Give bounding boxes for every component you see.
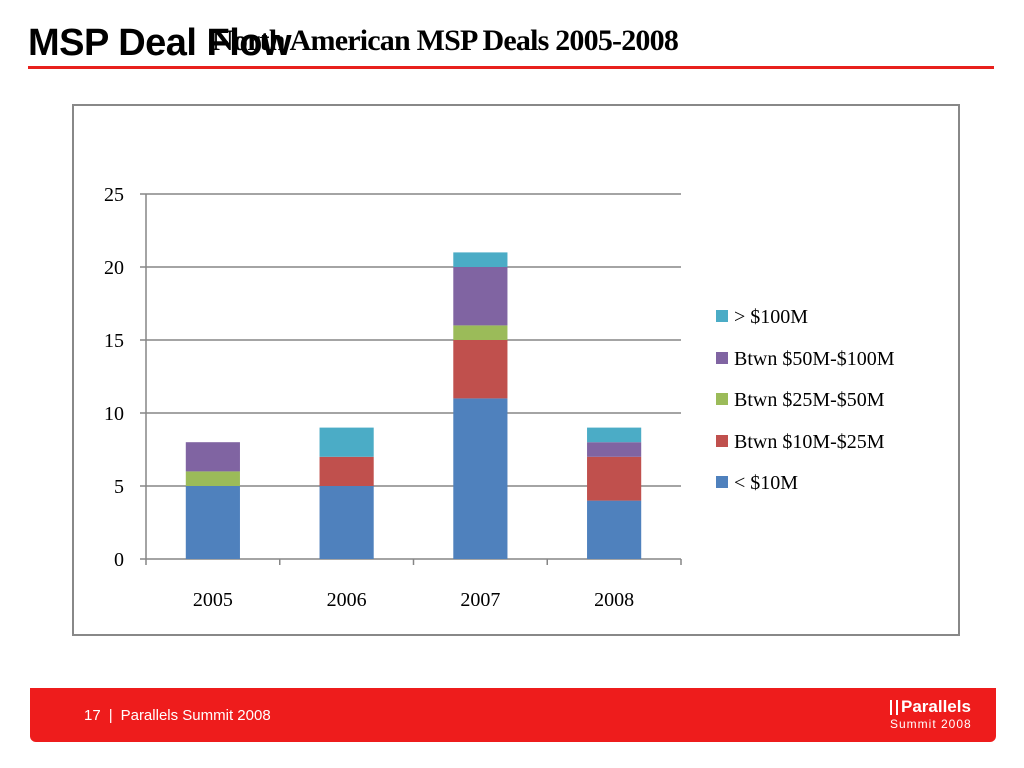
x-tick-label-2008: 2008 xyxy=(594,589,634,611)
parallels-logo: Parallels Summit 2008 xyxy=(890,698,972,732)
legend-swatch xyxy=(716,476,728,489)
y-tick-label-4: 20 xyxy=(104,257,124,279)
bar-2005-series-2 xyxy=(185,471,240,486)
y-tick-label-0: 0 xyxy=(114,549,124,571)
footer-bar xyxy=(30,688,996,742)
bar-2007-series-1 xyxy=(453,340,508,399)
y-tick-label-2: 10 xyxy=(104,403,124,425)
bar-2008-series-1 xyxy=(587,456,642,501)
bar-2008-series-0 xyxy=(587,500,642,559)
footer-separator: | xyxy=(108,707,113,724)
legend-item: > $100M xyxy=(716,306,808,328)
bar-2006-series-0 xyxy=(319,486,374,559)
y-tick-label-3: 15 xyxy=(104,330,124,352)
legend-label: Btwn $25M-$50M xyxy=(734,389,885,411)
title-underline xyxy=(28,66,994,69)
footer-text: 17 | Parallels Summit 2008 xyxy=(84,707,271,724)
legend-label: Btwn $10M-$25M xyxy=(734,430,885,453)
legend-swatch xyxy=(716,393,728,406)
x-tick-label-2005: 2005 xyxy=(193,589,233,611)
bar-2007-series-0 xyxy=(453,398,508,559)
bar-2005-series-3 xyxy=(185,442,240,472)
y-tick-label-1: 5 xyxy=(114,476,124,498)
legend-label: < $10M xyxy=(734,472,799,494)
legend-item: Btwn $10M-$25M xyxy=(716,431,885,453)
bar-2006-series-1 xyxy=(319,456,374,486)
slide-title: MSP Deal Flow xyxy=(28,22,292,64)
y-tick-label-5: 25 xyxy=(104,184,124,206)
legend-swatch xyxy=(716,434,728,447)
legend-item: Btwn $25M-$50M xyxy=(716,389,885,411)
legend-label: > $100M xyxy=(734,306,809,328)
bar-2008-series-4 xyxy=(587,427,642,443)
legend-swatch xyxy=(716,310,728,323)
brand-name: Parallels xyxy=(901,697,971,716)
legend-label: Btwn $50M-$100M xyxy=(734,347,895,370)
page-number: 17 xyxy=(84,707,101,724)
chart-title: North American MSP Deals 2005-2008 xyxy=(211,24,679,57)
x-tick-label-2007: 2007 xyxy=(460,589,500,611)
bar-2005-series-0 xyxy=(185,486,240,559)
x-tick-label-2006: 2006 xyxy=(327,589,367,611)
bar-2007-series-2 xyxy=(453,325,508,340)
legend-swatch xyxy=(716,351,728,364)
bar-2006-series-4 xyxy=(319,427,374,457)
bar-2007-series-4 xyxy=(453,252,508,267)
parallels-logo-icon xyxy=(890,699,898,715)
legend-item: Btwn $50M-$100M xyxy=(716,348,895,370)
legend-item: < $10M xyxy=(716,472,798,494)
bar-2007-series-3 xyxy=(453,267,508,326)
footer-event-name: Parallels Summit 2008 xyxy=(120,707,271,724)
bar-2008-series-3 xyxy=(587,442,642,457)
brand-subtitle: Summit 2008 xyxy=(890,717,972,731)
